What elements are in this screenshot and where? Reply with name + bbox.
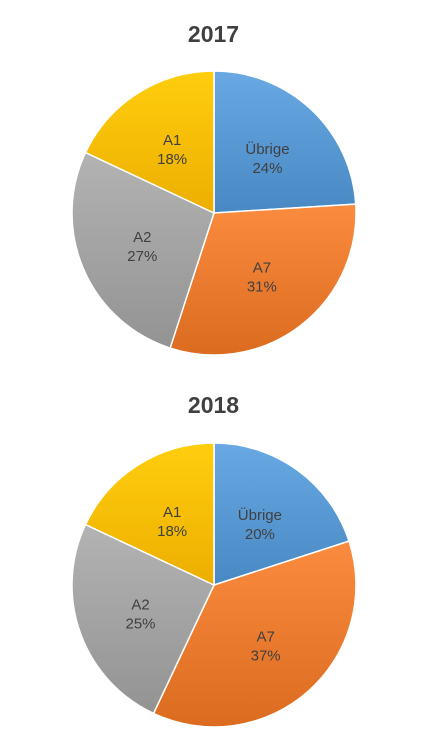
pie-plot-area: Übrige 20% A7 37% A2 25% A1 18% bbox=[71, 442, 357, 728]
pie-plot-area: Übrige 24% A7 31% A2 27% A1 18% bbox=[71, 70, 357, 356]
pie-slice-a1 bbox=[84, 442, 215, 587]
pie-slice-brige bbox=[213, 442, 350, 587]
pie-slice-a2 bbox=[71, 523, 215, 715]
chart-title: 2018 bbox=[187, 392, 240, 418]
slice-value-label: 20% bbox=[245, 526, 275, 543]
slice-category-label: Übrige bbox=[238, 506, 282, 524]
pie-slice-a7 bbox=[169, 203, 357, 356]
slice-value-label: 27% bbox=[127, 248, 157, 265]
slice-category-label: A7 bbox=[253, 260, 271, 277]
slice-value-label: 24% bbox=[252, 160, 282, 177]
slice-value-label: 18% bbox=[157, 523, 187, 540]
chart-title: 2017 bbox=[187, 21, 240, 47]
slice-value-label: 18% bbox=[157, 151, 187, 168]
slice-category-label: Übrige bbox=[245, 140, 289, 158]
slice-value-label: 37% bbox=[251, 648, 281, 665]
slice-value-label: 31% bbox=[247, 279, 277, 296]
pie-chart-2017: 2017 Übrige 24% A7 31% A2 27% A1 18% bbox=[0, 0, 427, 372]
slice-category-label: A1 bbox=[163, 504, 181, 521]
slice-value-label: 25% bbox=[126, 615, 156, 632]
slice-category-label: A7 bbox=[256, 629, 274, 646]
slice-category-label: A1 bbox=[163, 132, 181, 149]
pie-slice-a1 bbox=[84, 70, 215, 215]
pie-slice-a2 bbox=[71, 151, 215, 349]
slice-category-label: A2 bbox=[131, 596, 149, 613]
pie-slice-a7 bbox=[152, 540, 357, 728]
slice-category-label: A2 bbox=[133, 229, 151, 246]
pie-slice-brige bbox=[213, 70, 357, 214]
pie-chart-2018: 2018 Übrige 20% A7 37% A2 25% A1 18% bbox=[0, 372, 427, 744]
